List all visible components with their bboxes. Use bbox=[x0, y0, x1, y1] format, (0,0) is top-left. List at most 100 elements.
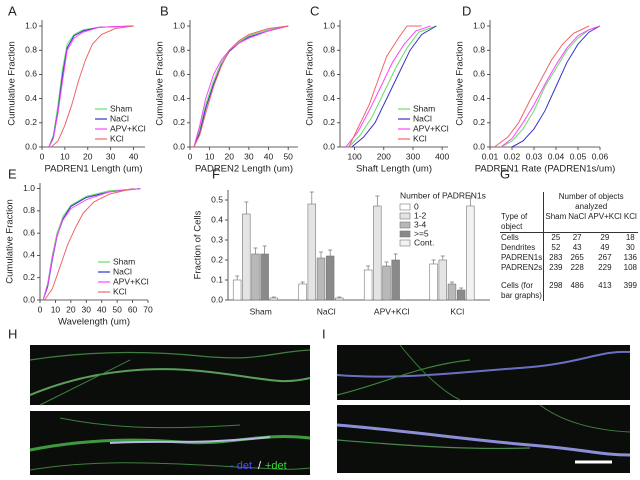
legend-label: Sham bbox=[110, 103, 132, 113]
series-line bbox=[50, 25, 134, 148]
error-bar bbox=[449, 281, 454, 284]
bar bbox=[325, 255, 335, 301]
micrograph-i bbox=[336, 344, 631, 473]
legend-label: Sham bbox=[413, 103, 435, 113]
y-tick-label: 0.6 bbox=[23, 227, 35, 237]
x-tick-label: 50 bbox=[112, 304, 122, 314]
y-axis-label: Cumulative Fraction bbox=[305, 41, 316, 125]
y-tick-label: 0.2 bbox=[211, 254, 223, 264]
bar bbox=[335, 297, 344, 301]
legend-swatch bbox=[399, 203, 411, 211]
x-tick-label: 0 bbox=[188, 151, 193, 161]
legend-label: 3-4 bbox=[414, 219, 427, 229]
error-bar bbox=[393, 253, 398, 260]
bar bbox=[456, 289, 466, 301]
table-cell: 413 bbox=[598, 281, 612, 290]
table-cell: 18 bbox=[625, 233, 635, 242]
series-line bbox=[511, 25, 601, 148]
table-row: Dendrites 52 43 49 30 bbox=[500, 243, 638, 253]
y-tick-label: 0.8 bbox=[23, 205, 35, 215]
error-bar bbox=[459, 287, 464, 290]
bar bbox=[363, 269, 373, 301]
x-tick-label: 10 bbox=[51, 304, 61, 314]
legend-label: NaCl bbox=[413, 113, 432, 123]
y-tick-label: 0.0 bbox=[323, 141, 335, 151]
y-tick-label: 0.6 bbox=[323, 69, 335, 79]
table-cell: Cells bbox=[500, 232, 545, 243]
table-cell: 229 bbox=[598, 263, 612, 272]
y-tick-label: 0.4 bbox=[25, 93, 37, 103]
table-header: Type of object bbox=[500, 212, 545, 233]
table-cell: 108 bbox=[623, 263, 637, 272]
error-bar bbox=[253, 247, 258, 254]
panel-label: F bbox=[212, 166, 220, 181]
table-cell: 29 bbox=[600, 233, 610, 242]
panel-label: I bbox=[322, 326, 326, 341]
x-tick-label: 0 bbox=[40, 151, 45, 161]
panel-label: A bbox=[8, 3, 17, 18]
error-bar bbox=[271, 296, 276, 298]
series-line bbox=[500, 25, 601, 148]
y-tick-label: 0.0 bbox=[23, 294, 35, 304]
table-header: Sham bbox=[543, 212, 568, 233]
panel-label: G bbox=[500, 166, 510, 181]
x-tick-label: 70 bbox=[143, 304, 153, 314]
x-tick-label: 40 bbox=[129, 151, 139, 161]
error-bar bbox=[384, 261, 389, 266]
y-tick-label: 0.0 bbox=[25, 141, 37, 151]
table-cell: 43 bbox=[572, 243, 582, 252]
y-tick-label: 0.3 bbox=[211, 234, 223, 244]
series-line bbox=[193, 25, 289, 148]
legend-swatch bbox=[399, 221, 411, 229]
x-tick-label: Sham bbox=[250, 306, 272, 316]
series-line bbox=[348, 25, 422, 148]
error-bar bbox=[235, 275, 240, 280]
x-tick-label: 10 bbox=[205, 151, 215, 161]
table-cell: 52 bbox=[551, 243, 561, 252]
y-tick-label: 0.0 bbox=[211, 294, 223, 304]
error-bar bbox=[375, 195, 380, 206]
bar bbox=[242, 213, 251, 301]
bar bbox=[429, 263, 438, 301]
x-tick-label: 100 bbox=[348, 151, 362, 161]
y-tick-label: 0.4 bbox=[323, 93, 335, 103]
y-tick-label: 0.6 bbox=[173, 69, 185, 79]
legend-label: Cont. bbox=[414, 237, 434, 247]
x-tick-label: APV+KCl bbox=[374, 306, 410, 316]
table-cell: 136 bbox=[623, 253, 637, 262]
x-tick-label: 40 bbox=[97, 304, 107, 314]
series-line bbox=[193, 25, 289, 148]
series-line bbox=[193, 25, 289, 148]
series-line bbox=[193, 25, 289, 148]
x-tick-label: NaCl bbox=[317, 306, 336, 316]
x-tick-label: 400 bbox=[435, 151, 449, 161]
error-bar bbox=[468, 195, 473, 206]
y-tick-label: 0.2 bbox=[25, 117, 37, 127]
table-cell: 27 bbox=[572, 233, 582, 242]
table-cell: 399 bbox=[623, 281, 637, 290]
y-tick-label: 0.8 bbox=[473, 44, 485, 54]
table-cell: 239 bbox=[549, 263, 563, 272]
table-cell: 25 bbox=[551, 233, 561, 242]
panel-label: B bbox=[160, 3, 169, 18]
legend-label: NaCl bbox=[110, 113, 129, 123]
y-axis-label: Cumulative Fraction bbox=[5, 199, 16, 283]
table-row: PADREN1s 283 265 267 136 bbox=[500, 253, 638, 263]
table-cell: 486 bbox=[570, 281, 584, 290]
legend-swatch bbox=[399, 239, 411, 247]
bar bbox=[298, 283, 307, 301]
error-bar bbox=[440, 255, 445, 260]
x-axis-label: PADREN1 Length (um) bbox=[44, 164, 142, 175]
x-axis-label: Wavelength (um) bbox=[58, 317, 130, 328]
series-line bbox=[48, 25, 134, 148]
bar bbox=[447, 283, 457, 301]
legend-label: KCl bbox=[413, 133, 427, 143]
legend-label: >=5 bbox=[414, 228, 429, 238]
x-tick-label: 30 bbox=[106, 151, 116, 161]
x-tick-label: 30 bbox=[244, 151, 254, 161]
x-tick-label: KCl bbox=[450, 306, 464, 316]
table-cell: 283 bbox=[549, 253, 563, 262]
y-tick-label: 1.0 bbox=[473, 20, 485, 30]
